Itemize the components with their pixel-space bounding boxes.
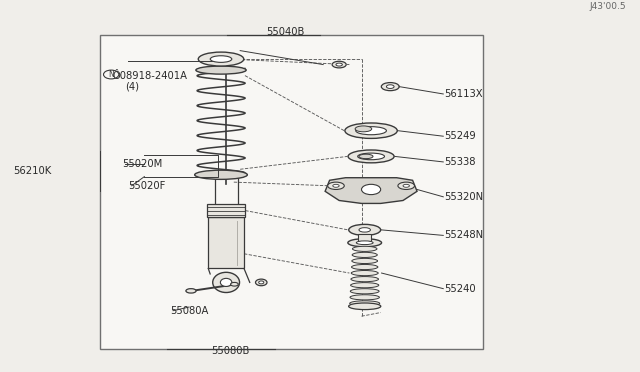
Ellipse shape [259,281,264,284]
Ellipse shape [359,154,373,158]
Bar [208,217,244,269]
Ellipse shape [349,224,381,235]
Ellipse shape [196,66,246,74]
Ellipse shape [381,83,399,91]
Ellipse shape [333,185,339,187]
Text: Ô08918-2401A: Ô08918-2401A [113,71,188,81]
Ellipse shape [230,282,238,286]
Text: 55080B: 55080B [211,346,250,356]
Ellipse shape [195,170,247,179]
Ellipse shape [350,295,380,300]
Text: 55020M: 55020M [122,159,163,169]
Ellipse shape [358,153,385,160]
Ellipse shape [198,52,244,66]
Ellipse shape [348,239,381,247]
Ellipse shape [351,276,378,282]
Bar [100,35,483,349]
Text: 55338: 55338 [445,157,476,167]
Ellipse shape [352,259,378,263]
Bar [207,204,245,217]
Text: 55040B: 55040B [266,26,304,36]
Text: 56210K: 56210K [13,166,52,176]
Ellipse shape [356,126,387,135]
Text: 55240: 55240 [445,284,476,294]
Ellipse shape [220,278,232,286]
Ellipse shape [362,185,381,195]
Text: 55249: 55249 [445,131,476,141]
Ellipse shape [387,85,394,89]
Ellipse shape [328,182,344,189]
Ellipse shape [332,61,346,68]
Ellipse shape [345,123,397,138]
Text: 55248N: 55248N [445,230,484,240]
Text: J43'00.5: J43'00.5 [590,2,627,11]
Ellipse shape [352,252,377,257]
Text: N: N [108,70,114,79]
Text: 55080A: 55080A [170,306,208,316]
Ellipse shape [210,56,232,62]
Text: (4): (4) [125,81,140,92]
Ellipse shape [349,303,381,310]
Ellipse shape [351,270,378,276]
Ellipse shape [186,289,196,293]
Ellipse shape [349,301,380,306]
Bar [358,234,371,241]
Ellipse shape [351,264,378,270]
Text: 56113X: 56113X [445,89,483,99]
Ellipse shape [255,279,267,286]
Ellipse shape [336,63,342,66]
Text: 55320N: 55320N [445,192,484,202]
Ellipse shape [351,283,379,288]
Ellipse shape [356,241,373,244]
Ellipse shape [398,182,415,189]
Ellipse shape [355,126,372,132]
Text: 55020F: 55020F [129,181,166,191]
Ellipse shape [359,228,371,232]
Ellipse shape [403,185,410,187]
Polygon shape [325,178,417,203]
Ellipse shape [353,246,377,251]
Ellipse shape [212,272,239,292]
Ellipse shape [350,289,379,294]
Ellipse shape [348,150,394,163]
